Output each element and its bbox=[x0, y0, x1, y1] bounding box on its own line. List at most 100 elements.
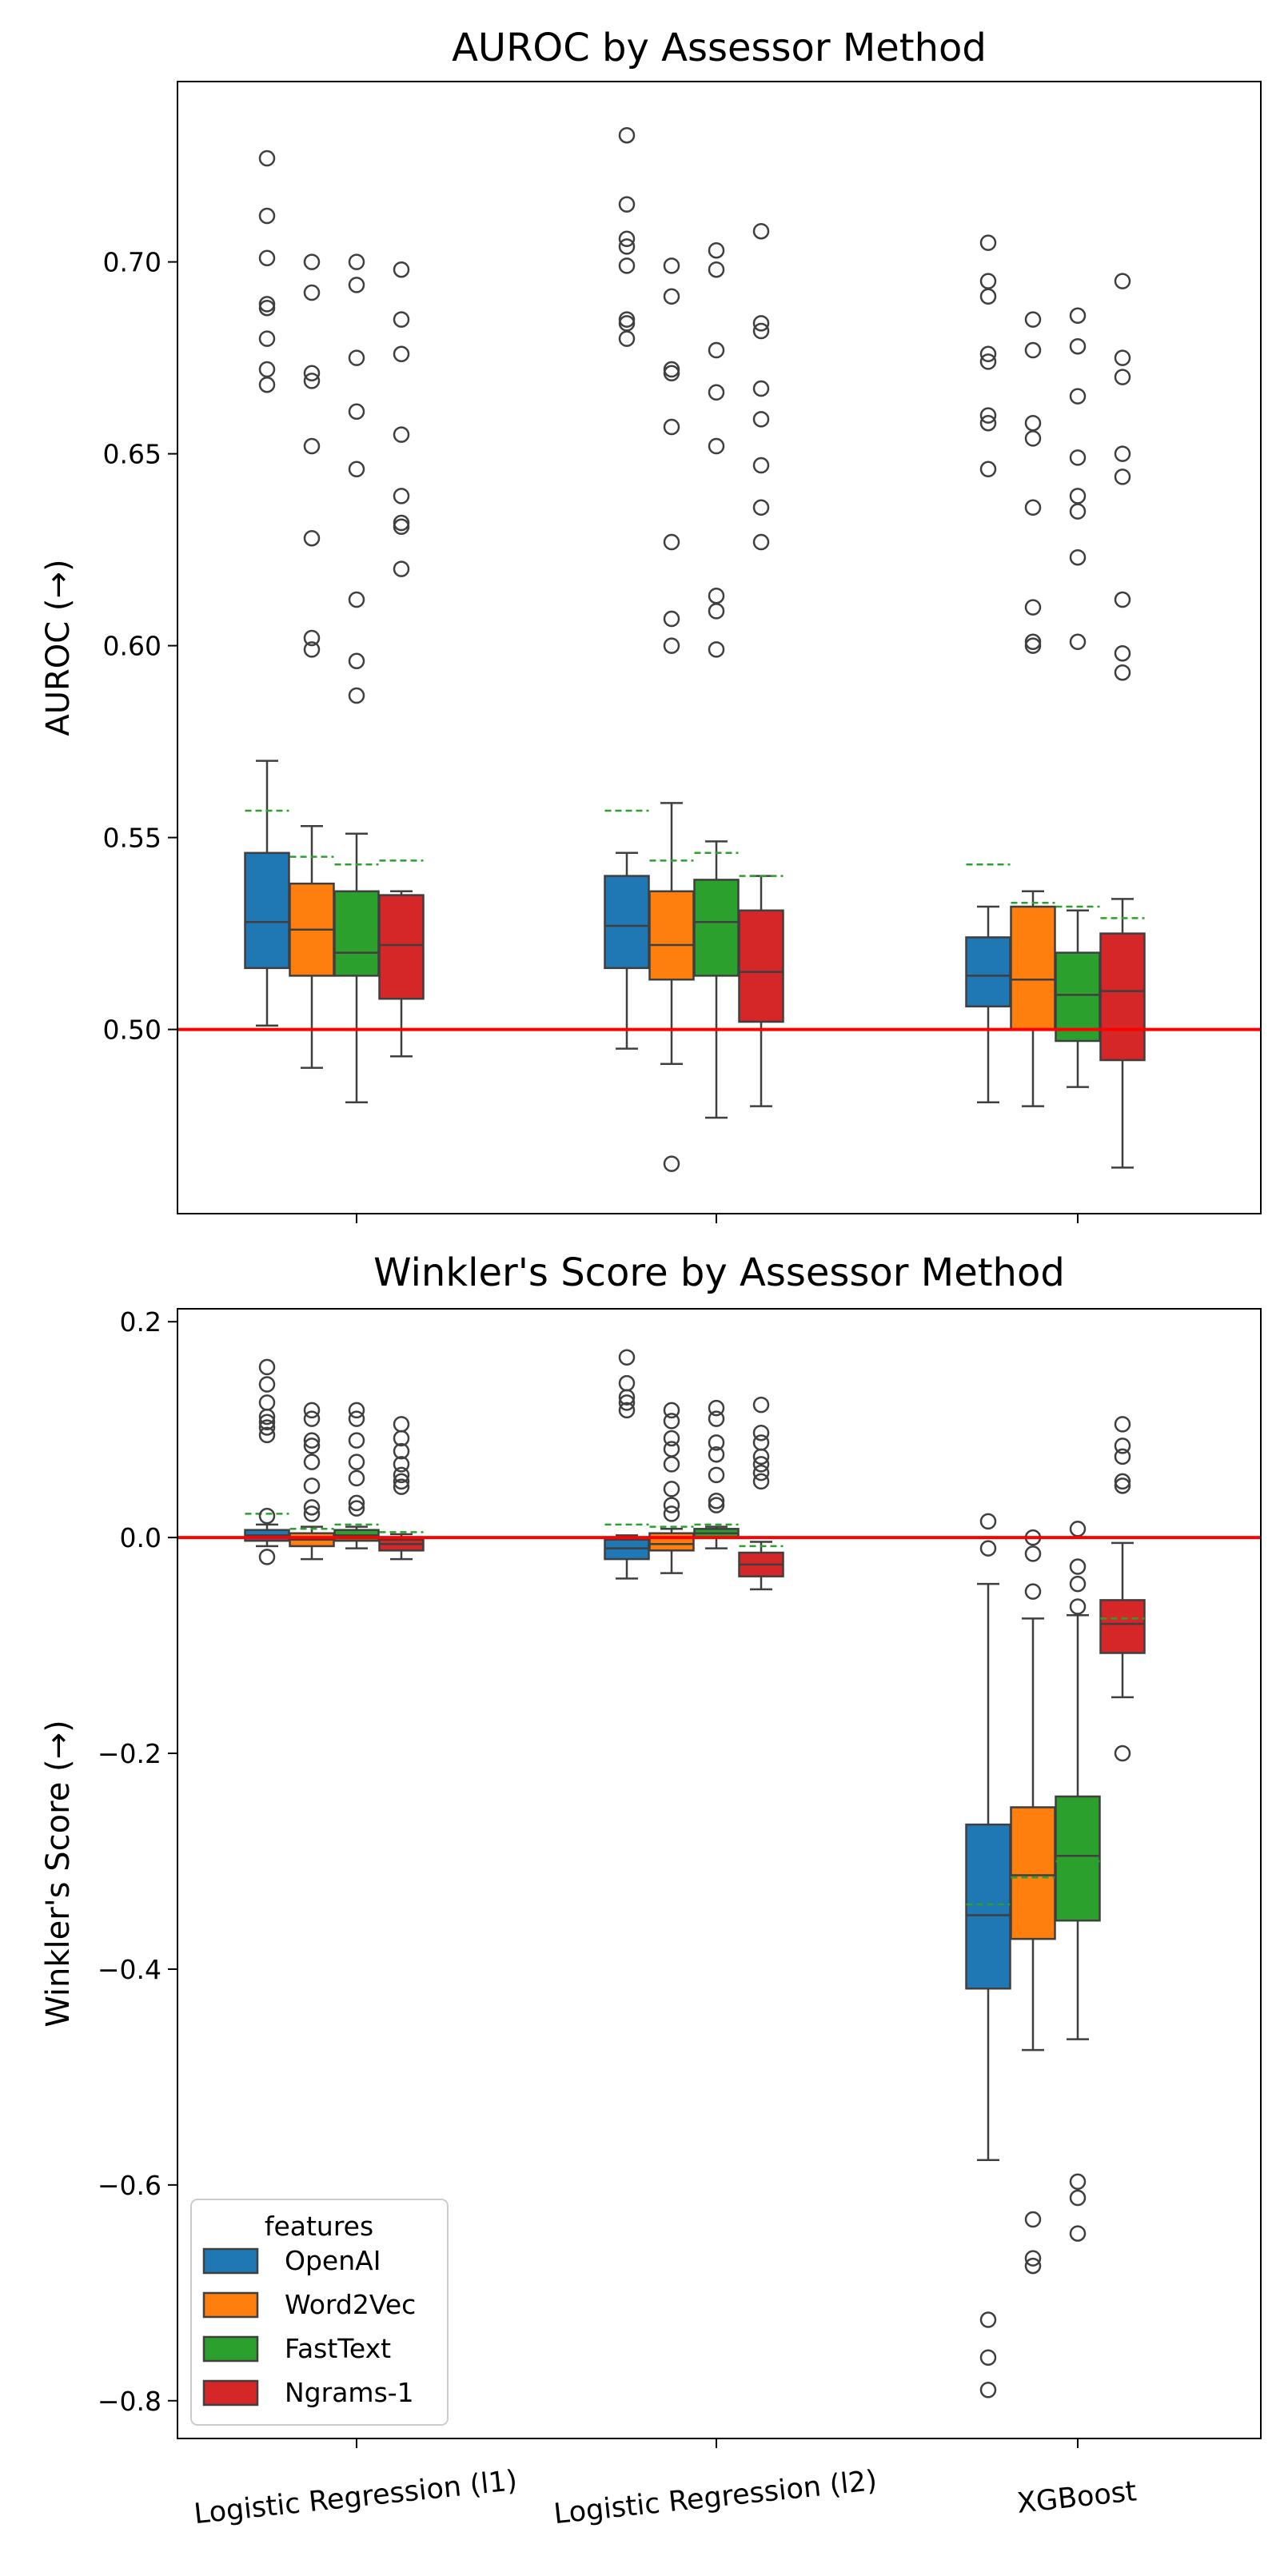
outlier-point bbox=[1069, 633, 1087, 651]
outlier-point bbox=[1024, 414, 1042, 432]
box-fasttext-0 bbox=[333, 253, 380, 1104]
outlier-point bbox=[348, 461, 365, 478]
y-tick-label: −0.4 bbox=[98, 1954, 161, 1985]
outlier-point bbox=[752, 499, 770, 516]
outlier-point bbox=[1024, 1583, 1042, 1600]
outlier-point bbox=[348, 591, 365, 608]
legend-swatch bbox=[202, 2247, 259, 2275]
outlier-point bbox=[303, 1410, 321, 1427]
outlier-point bbox=[393, 1456, 410, 1473]
outlier-point bbox=[663, 610, 680, 628]
outlier-point bbox=[708, 1410, 725, 1427]
outlier-point bbox=[258, 249, 276, 267]
outlier-point bbox=[618, 330, 636, 347]
outlier-point bbox=[752, 1448, 770, 1465]
outlier-point bbox=[258, 376, 276, 393]
y-tick-label: 0.2 bbox=[120, 1306, 161, 1338]
outlier-point bbox=[1024, 599, 1042, 616]
outlier-point bbox=[618, 238, 636, 255]
outlier-point bbox=[1114, 644, 1131, 662]
box-word2vec-2 bbox=[1010, 311, 1056, 1107]
outlier-point bbox=[348, 1453, 365, 1470]
outlier-point bbox=[303, 253, 321, 270]
outlier-point bbox=[393, 345, 410, 363]
outlier-point bbox=[348, 1410, 365, 1427]
outlier-point bbox=[979, 414, 997, 432]
box-iqr bbox=[378, 1538, 425, 1552]
outlier-point bbox=[979, 353, 997, 370]
outlier-point bbox=[1069, 1575, 1087, 1593]
y-axis-label: AUROC (→) bbox=[40, 559, 77, 736]
chart-title: Winkler's Score by Assessor Method bbox=[373, 1250, 1065, 1295]
y-tick-label: 0.50 bbox=[103, 1015, 161, 1046]
y-tick-label: 0.55 bbox=[103, 823, 161, 854]
box-ngrams-1-0 bbox=[378, 261, 425, 1058]
outlier-point bbox=[618, 257, 636, 274]
outlier-point bbox=[258, 1414, 276, 1430]
outlier-point bbox=[708, 241, 725, 259]
outlier-point bbox=[393, 1442, 410, 1460]
outlier-point bbox=[708, 641, 725, 658]
box-iqr bbox=[965, 936, 1011, 1008]
box-iqr bbox=[1055, 951, 1101, 1043]
outlier-point bbox=[348, 277, 365, 293]
outlier-point bbox=[348, 349, 365, 366]
outlier-point bbox=[1069, 488, 1087, 504]
outlier-point bbox=[618, 230, 636, 248]
outlier-point bbox=[1114, 1745, 1131, 1762]
legend-swatch bbox=[202, 2291, 259, 2319]
outlier-point bbox=[979, 345, 997, 363]
outlier-point bbox=[1024, 1545, 1042, 1562]
y-tick-label: −0.2 bbox=[98, 1738, 161, 1769]
box-iqr bbox=[1010, 905, 1056, 1031]
outlier-point bbox=[1114, 591, 1131, 608]
outlier-point bbox=[752, 322, 770, 340]
outlier-point bbox=[1114, 1477, 1131, 1494]
box-iqr bbox=[604, 1538, 650, 1561]
outlier-point bbox=[618, 1349, 636, 1366]
outlier-point bbox=[708, 1434, 725, 1451]
outlier-point bbox=[393, 1466, 410, 1484]
outlier-point bbox=[393, 488, 410, 504]
outlier-point bbox=[303, 1402, 321, 1419]
box-openai-0 bbox=[244, 150, 290, 1027]
y-tick-label: 0.0 bbox=[120, 1522, 161, 1553]
box-ngrams-1-2 bbox=[1099, 1416, 1146, 1762]
outlier-point bbox=[663, 1497, 680, 1513]
box-ngrams-1-2 bbox=[1099, 273, 1146, 1169]
outlier-point bbox=[303, 373, 321, 389]
legend-label: FastText bbox=[285, 2333, 391, 2364]
y-tick-label: 0.70 bbox=[103, 247, 161, 278]
outlier-point bbox=[258, 1426, 276, 1444]
y-tick-label: 0.65 bbox=[103, 439, 161, 470]
box-word2vec-2 bbox=[1010, 1529, 1056, 2275]
outlier-point bbox=[1069, 449, 1087, 466]
outlier-point bbox=[979, 1513, 997, 1530]
outlier-point bbox=[1069, 548, 1087, 566]
outlier-point bbox=[303, 284, 321, 301]
outlier-point bbox=[1069, 503, 1087, 520]
outlier-point bbox=[258, 1358, 276, 1376]
box-iqr bbox=[1099, 1599, 1146, 1654]
outlier-point bbox=[393, 1478, 410, 1495]
outlier-point bbox=[258, 299, 276, 317]
x-tick-label: Logistic Regression (l1) bbox=[193, 2465, 519, 2530]
outlier-point bbox=[303, 1432, 321, 1449]
x-axis-tick-labels: Logistic Regression (l1) Logistic Regress… bbox=[193, 2465, 1138, 2530]
outlier-point bbox=[618, 1374, 636, 1392]
outlier-point bbox=[979, 234, 997, 251]
outlier-point bbox=[663, 365, 680, 382]
outlier-point bbox=[708, 1466, 725, 1484]
outlier-point bbox=[708, 587, 725, 604]
outlier-point bbox=[393, 518, 410, 536]
axes-frame bbox=[177, 1308, 1262, 2439]
winkler-panel: Winkler's Score by Assessor Method Winkle… bbox=[40, 1250, 1262, 2448]
outlier-point bbox=[752, 457, 770, 474]
outlier-point bbox=[618, 1389, 636, 1406]
box-iqr bbox=[378, 894, 425, 1000]
outlier-point bbox=[708, 1399, 725, 1417]
box-iqr bbox=[1010, 1806, 1056, 1940]
legend-item-fasttext: FastText bbox=[202, 2333, 391, 2364]
